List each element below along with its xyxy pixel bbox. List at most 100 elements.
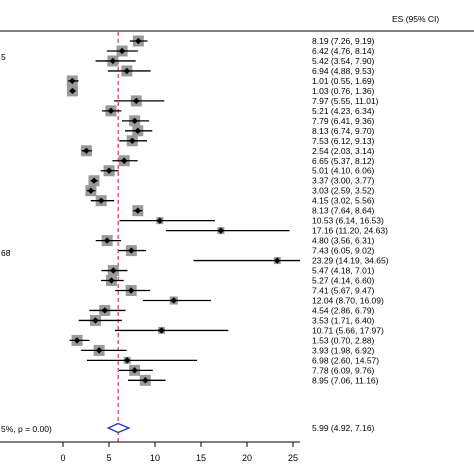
study-row: 7.78 (6.09, 9.76) [119, 364, 375, 376]
study-es-label: 12.04 (8.70, 16.09) [312, 295, 384, 305]
study-point [101, 307, 108, 314]
study-row: 8.19 (7.26, 9.19) [129, 35, 375, 47]
study-row: 8.95 (7.06, 11.16) [127, 374, 379, 386]
study-row: 1.53 (0.70, 2.88) [69, 334, 375, 346]
left-fragment-middle: 68 [1, 248, 11, 258]
study-point [108, 277, 115, 284]
study-row: 17.16 (11.20, 24.63) [166, 226, 388, 236]
study-row: 3.93 (1.98, 6.92) [81, 344, 375, 356]
study-es-label: 5.47 (4.18, 7.01) [312, 266, 375, 276]
study-es-label: 5.27 (4.14, 6.60) [312, 276, 375, 286]
study-row: 6.98 (2.60, 14.57) [86, 355, 379, 365]
study-es-label: 1.01 (0.55, 1.69) [312, 76, 375, 86]
study-point [87, 187, 95, 194]
study-es-label: 6.42 (4.76, 8.14) [312, 46, 375, 56]
study-es-label: 3.03 (2.59, 3.52) [312, 186, 375, 196]
study-point [97, 197, 105, 204]
study-row: 5.47 (4.18, 7.01) [101, 265, 375, 277]
study-point [105, 167, 113, 174]
study-point [73, 337, 81, 344]
study-es-label: 6.94 (4.88, 9.53) [312, 66, 375, 76]
study-point [83, 147, 90, 154]
x-tick-label: 15 [196, 453, 206, 463]
x-tick-label: 5 [106, 453, 111, 463]
study-es-label: 8.95 (7.06, 11.16) [312, 375, 379, 385]
study-es-label: 5.01 (4.10, 6.06) [312, 166, 375, 176]
study-point [134, 207, 141, 214]
study-point [69, 77, 76, 85]
study-point [133, 97, 140, 105]
overall-es-label: 5.99 (4.92, 7.16) [312, 423, 375, 433]
study-point [118, 47, 126, 55]
study-es-label: 10.71 (5.66, 17.97) [312, 325, 384, 335]
x-axis: 0 5 10 15 20 25 [60, 442, 298, 463]
x-tick-label: 25 [288, 453, 298, 463]
study-point [170, 297, 177, 304]
study-row: 7.79 (6.41, 9.36) [121, 115, 375, 127]
es-column-header: ES (95% CI) [392, 14, 439, 24]
study-es-label: 6.98 (2.60, 14.57) [312, 355, 379, 365]
study-es-label: 1.53 (0.70, 2.88) [312, 335, 375, 345]
study-point [131, 367, 138, 374]
study-row: 10.71 (5.66, 17.97) [115, 325, 384, 335]
study-es-label: 7.53 (6.12, 9.13) [312, 136, 375, 146]
study-es-label: 7.97 (5.55, 11.01) [312, 96, 379, 106]
study-point [90, 177, 98, 184]
study-es-label: 23.29 (14.19, 34.65) [312, 256, 389, 266]
study-row: 8.13 (7.64, 8.64) [132, 205, 375, 217]
study-es-label: 5.42 (3.54, 7.90) [312, 56, 375, 66]
study-point [127, 287, 135, 294]
study-es-label: 8.13 (7.64, 8.64) [312, 206, 375, 216]
study-row: 5.42 (3.54, 7.90) [95, 55, 375, 67]
x-tick-label: 20 [242, 453, 252, 463]
study-row: 7.43 (6.05, 9.02) [118, 245, 375, 257]
study-point [128, 247, 135, 254]
study-row: 4.15 (3.02, 5.56) [90, 195, 375, 207]
study-es-label: 7.78 (6.09, 9.76) [312, 365, 375, 375]
study-row: 8.13 (6.74, 9.70) [125, 125, 375, 137]
study-row: 6.94 (4.88, 9.53) [107, 65, 375, 77]
study-row: 6.65 (5.37, 8.12) [112, 155, 375, 167]
study-es-label: 8.19 (7.26, 9.19) [312, 36, 375, 46]
study-es-label: 8.13 (6.74, 9.70) [312, 126, 375, 136]
study-row: 1.03 (0.76, 1.36) [66, 85, 375, 97]
study-point [120, 157, 128, 164]
study-es-label: 1.03 (0.76, 1.36) [312, 86, 375, 96]
study-point [142, 377, 149, 384]
study-row: 1.01 (0.55, 1.69) [66, 75, 375, 87]
study-row: 3.03 (2.59, 3.52) [85, 185, 375, 197]
study-es-label: 6.65 (5.37, 8.12) [312, 156, 375, 166]
study-es-label: 7.41 (5.67, 9.47) [312, 286, 375, 296]
study-point [95, 347, 103, 354]
study-point [69, 87, 76, 95]
left-fragment-top: 5 [1, 52, 6, 62]
study-point [124, 357, 131, 364]
study-es-label: 7.79 (6.41, 9.36) [312, 116, 375, 126]
study-row: 12.04 (8.70, 16.09) [143, 295, 384, 305]
study-point [110, 267, 117, 274]
study-es-label: 5.21 (4.23, 6.34) [312, 106, 375, 116]
study-point [92, 317, 99, 324]
study-es-label: 3.37 (3.00, 3.77) [312, 176, 375, 186]
study-row: 3.53 (1.71, 6.40) [78, 314, 375, 326]
study-es-label: 4.80 (3.56, 6.31) [312, 236, 375, 246]
study-point [135, 37, 142, 45]
study-point [107, 107, 115, 115]
study-row: 7.53 (6.12, 9.13) [119, 135, 375, 147]
overall-left-label: 5%, p = 0.00) [1, 424, 52, 434]
study-es-label: 17.16 (11.20, 24.63) [312, 226, 388, 236]
x-tick-label: 10 [150, 453, 160, 463]
study-es-label: 3.93 (1.98, 6.92) [312, 345, 375, 355]
study-row: 5.01 (4.10, 6.06) [100, 165, 375, 177]
study-row: 5.27 (4.14, 6.60) [101, 275, 375, 287]
study-row: 2.54 (2.03, 3.14) [80, 145, 375, 157]
overall-diamond [106, 422, 131, 434]
study-point [274, 257, 281, 264]
study-row: 4.54 (2.86, 6.79) [89, 304, 375, 316]
study-es-label: 4.15 (3.02, 5.56) [312, 196, 375, 206]
x-tick-label: 0 [60, 453, 65, 463]
study-point [156, 217, 164, 224]
study-es-label: 3.53 (1.71, 6.40) [312, 315, 375, 325]
study-row: 7.41 (5.67, 9.47) [115, 285, 375, 296]
